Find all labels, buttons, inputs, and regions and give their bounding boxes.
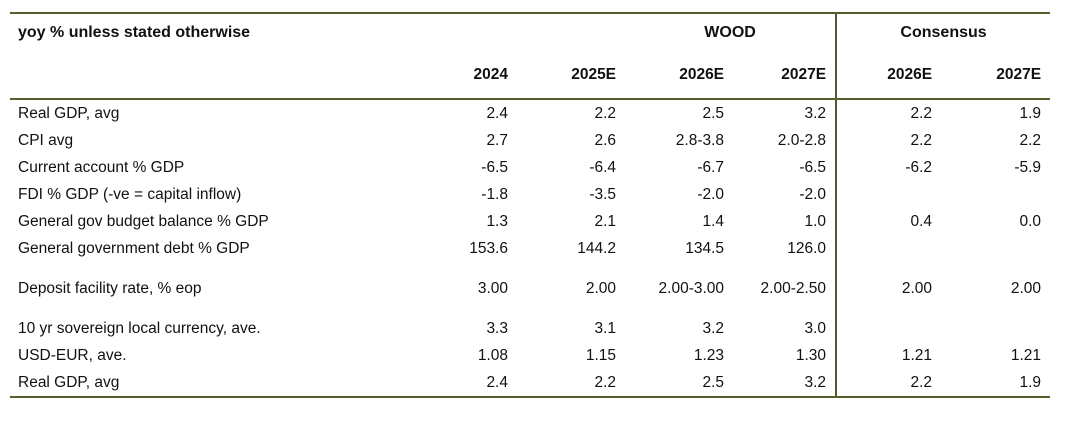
cell-value: 1.0	[733, 208, 838, 235]
cell-value	[836, 302, 941, 342]
column-header-2027e: 2027E	[733, 52, 838, 100]
cell-value: 2.1	[594, 212, 617, 230]
cell-value	[941, 181, 1050, 208]
row-label: General gov budget balance % GDP	[18, 212, 269, 230]
cell-value: 2.5	[702, 104, 725, 122]
cell-value: 2.00-3.00	[658, 279, 725, 297]
table-row: Real GDP, avg 2.4 2.2 2.5 3.2 2.2 1.9	[10, 99, 1050, 127]
cell-value: 153.6	[469, 239, 508, 257]
table-row: FDI % GDP (-ve = capital inflow) -1.8 -3…	[10, 181, 1050, 208]
group-header-wood: WOOD	[625, 13, 838, 52]
cell-value: -2.0	[733, 181, 838, 208]
row-label: 10 yr sovereign local currency, ave.	[18, 319, 261, 337]
economic-forecast-table: yoy % unless stated otherwise WOOD Conse…	[10, 12, 1051, 398]
label-column-header	[10, 52, 420, 100]
cell-value	[941, 302, 1050, 342]
row-label: Real GDP, avg	[10, 369, 420, 398]
cell-value: 1.23	[693, 346, 725, 364]
cell-value: 1.9	[1019, 104, 1042, 122]
row-label: CPI avg	[18, 131, 74, 149]
cell-value: -6.5	[733, 154, 838, 181]
cell-value: 2.7	[486, 131, 508, 149]
table-title: yoy % unless stated otherwise	[18, 24, 251, 41]
cell-value: 1.3	[486, 212, 508, 230]
cell-value: 3.3	[486, 319, 508, 337]
column-header-2024: 2024	[420, 52, 517, 100]
cell-value: 2.2	[517, 369, 626, 398]
row-label: General government debt % GDP	[18, 239, 250, 257]
cell-value: -2.0	[697, 185, 725, 203]
cell-value: -1.8	[481, 185, 508, 203]
table-row: USD-EUR, ave. 1.08 1.15 1.23 1.30 1.21 1…	[10, 342, 1050, 369]
row-label: USD-EUR, ave.	[18, 346, 127, 364]
cell-value: 1.4	[702, 212, 725, 230]
cell-value: 1.30	[733, 342, 838, 369]
cell-value: 2.00	[585, 279, 617, 297]
cell-value: 2.2	[836, 369, 942, 398]
cell-value: 1.21	[901, 346, 933, 364]
table-row: General gov budget balance % GDP 1.3 2.1…	[10, 208, 1050, 235]
cell-value: 2.8-3.8	[675, 131, 725, 149]
cell-value: 2.0-2.8	[733, 127, 838, 154]
table-row: Current account % GDP -6.5 -6.4 -6.7 -6.…	[10, 154, 1050, 181]
cell-value: 1.15	[585, 346, 617, 364]
cell-value: 2.2	[910, 131, 933, 149]
cell-value: -3.5	[589, 185, 617, 203]
cell-value: 3.1	[594, 319, 617, 337]
cell-value: 134.5	[685, 239, 725, 257]
cell-value: 126.0	[733, 235, 838, 262]
cell-value	[836, 235, 941, 262]
cell-value	[941, 235, 1050, 262]
cell-value: -6.4	[589, 158, 617, 176]
cell-value: 2.5	[625, 369, 734, 398]
cell-value: 144.2	[577, 239, 617, 257]
cell-value: 3.00	[477, 279, 508, 297]
column-header-consensus-2027e: 2027E	[941, 52, 1051, 100]
cell-value: 1.21	[1010, 346, 1042, 364]
cell-value: 0.4	[910, 212, 933, 230]
group-header-row: yoy % unless stated otherwise WOOD Conse…	[10, 13, 1050, 52]
cell-value: 2.2	[910, 104, 933, 122]
cell-value: 3.2	[733, 99, 838, 127]
table-row: Real GDP, avg 2.4 2.2 2.5 3.2 2.2 1.9	[10, 369, 1051, 398]
table-row: 10 yr sovereign local currency, ave. 3.3…	[10, 302, 1050, 342]
column-header-consensus-2026e: 2026E	[836, 52, 942, 100]
table-header: yoy % unless stated otherwise WOOD Conse…	[10, 13, 1051, 100]
cell-value: 2.2	[1019, 131, 1042, 149]
cell-value: 2.00	[901, 279, 933, 297]
row-label: Real GDP, avg	[18, 104, 120, 122]
table-row: Deposit facility rate, % eop 3.00 2.00 2…	[10, 262, 1050, 302]
cell-value: -6.7	[697, 158, 725, 176]
table-row: General government debt % GDP 153.6 144.…	[10, 235, 1050, 262]
cell-value: -6.2	[905, 158, 933, 176]
cell-value: 0.0	[1019, 212, 1042, 230]
cell-value: 2.00	[1010, 279, 1042, 297]
year-header-row: 2024 2025E 2026E 2027E 2026E 2027E	[10, 52, 1051, 100]
table-row: CPI avg 2.7 2.6 2.8-3.8 2.0-2.8 2.2 2.2	[10, 127, 1050, 154]
group-header-consensus: Consensus	[900, 24, 987, 41]
cell-value: 3.2	[733, 369, 838, 398]
row-label: Current account % GDP	[18, 158, 185, 176]
cell-value: 1.9	[941, 369, 1051, 398]
cell-value: 3.2	[702, 319, 725, 337]
row-label: Deposit facility rate, % eop	[18, 279, 202, 297]
cell-value	[836, 181, 941, 208]
cell-value: 2.4	[420, 369, 517, 398]
column-header-2026e: 2026E	[625, 52, 734, 100]
cell-value: 1.08	[477, 346, 508, 364]
cell-value: 2.2	[594, 104, 617, 122]
cell-value: 2.00-2.50	[733, 262, 838, 302]
cell-value: 2.4	[486, 104, 508, 122]
table-body: Real GDP, avg 2.4 2.2 2.5 3.2 2.2 1.9 CP…	[10, 99, 1051, 398]
cell-value: 2.6	[594, 131, 617, 149]
column-header-2025e: 2025E	[517, 52, 626, 100]
cell-value: -6.5	[481, 158, 508, 176]
cell-value: 3.0	[733, 302, 838, 342]
cell-value: -5.9	[1014, 158, 1042, 176]
row-label: FDI % GDP (-ve = capital inflow)	[18, 185, 242, 203]
